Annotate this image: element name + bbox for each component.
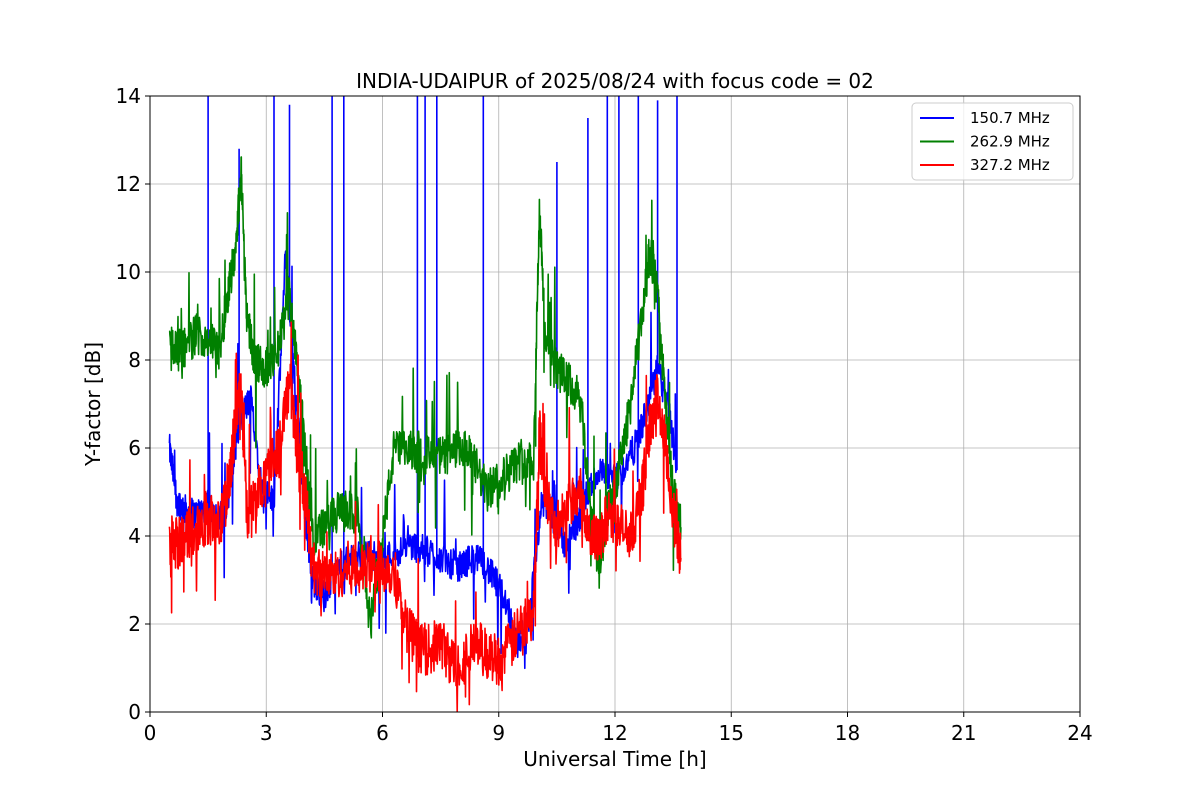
x-tick-label: 21 — [951, 721, 976, 745]
legend-box — [911, 102, 1074, 181]
series-line-3 — [168, 321, 682, 712]
legend-label: 150.7 MHz — [970, 109, 1050, 127]
y-tick-label: 6 — [128, 436, 141, 460]
y-tick-label: 10 — [116, 260, 141, 284]
series-line-1 — [168, 96, 678, 670]
x-tick-label: 6 — [376, 721, 389, 745]
y-tick-label: 14 — [116, 84, 141, 108]
chart-title: INDIA-UDAIPUR of 2025/08/24 with focus c… — [356, 69, 874, 93]
x-tick-label: 3 — [260, 721, 273, 745]
y-tick-label: 2 — [128, 612, 141, 636]
x-tick-label: 24 — [1067, 721, 1092, 745]
y-tick-label: 8 — [128, 348, 141, 372]
y-tick-label: 12 — [116, 172, 141, 196]
legend-label: 327.2 MHz — [970, 156, 1050, 174]
y-tick-label: 0 — [128, 700, 141, 724]
x-tick-label: 12 — [602, 721, 627, 745]
series-layer — [168, 96, 682, 712]
x-tick-label: 15 — [719, 721, 744, 745]
x-tick-label: 18 — [835, 721, 860, 745]
x-tick-label: 0 — [144, 721, 157, 745]
y-tick-label: 4 — [128, 524, 141, 548]
y-axis-label: Y-factor [dB] — [81, 342, 105, 467]
legend-label: 262.9 MHz — [970, 133, 1050, 151]
x-axis-label: Universal Time [h] — [523, 747, 706, 771]
legend: 150.7 MHz 262.9 MHz 327.2 MHz — [911, 102, 1074, 181]
x-tick-label: 9 — [492, 721, 505, 745]
